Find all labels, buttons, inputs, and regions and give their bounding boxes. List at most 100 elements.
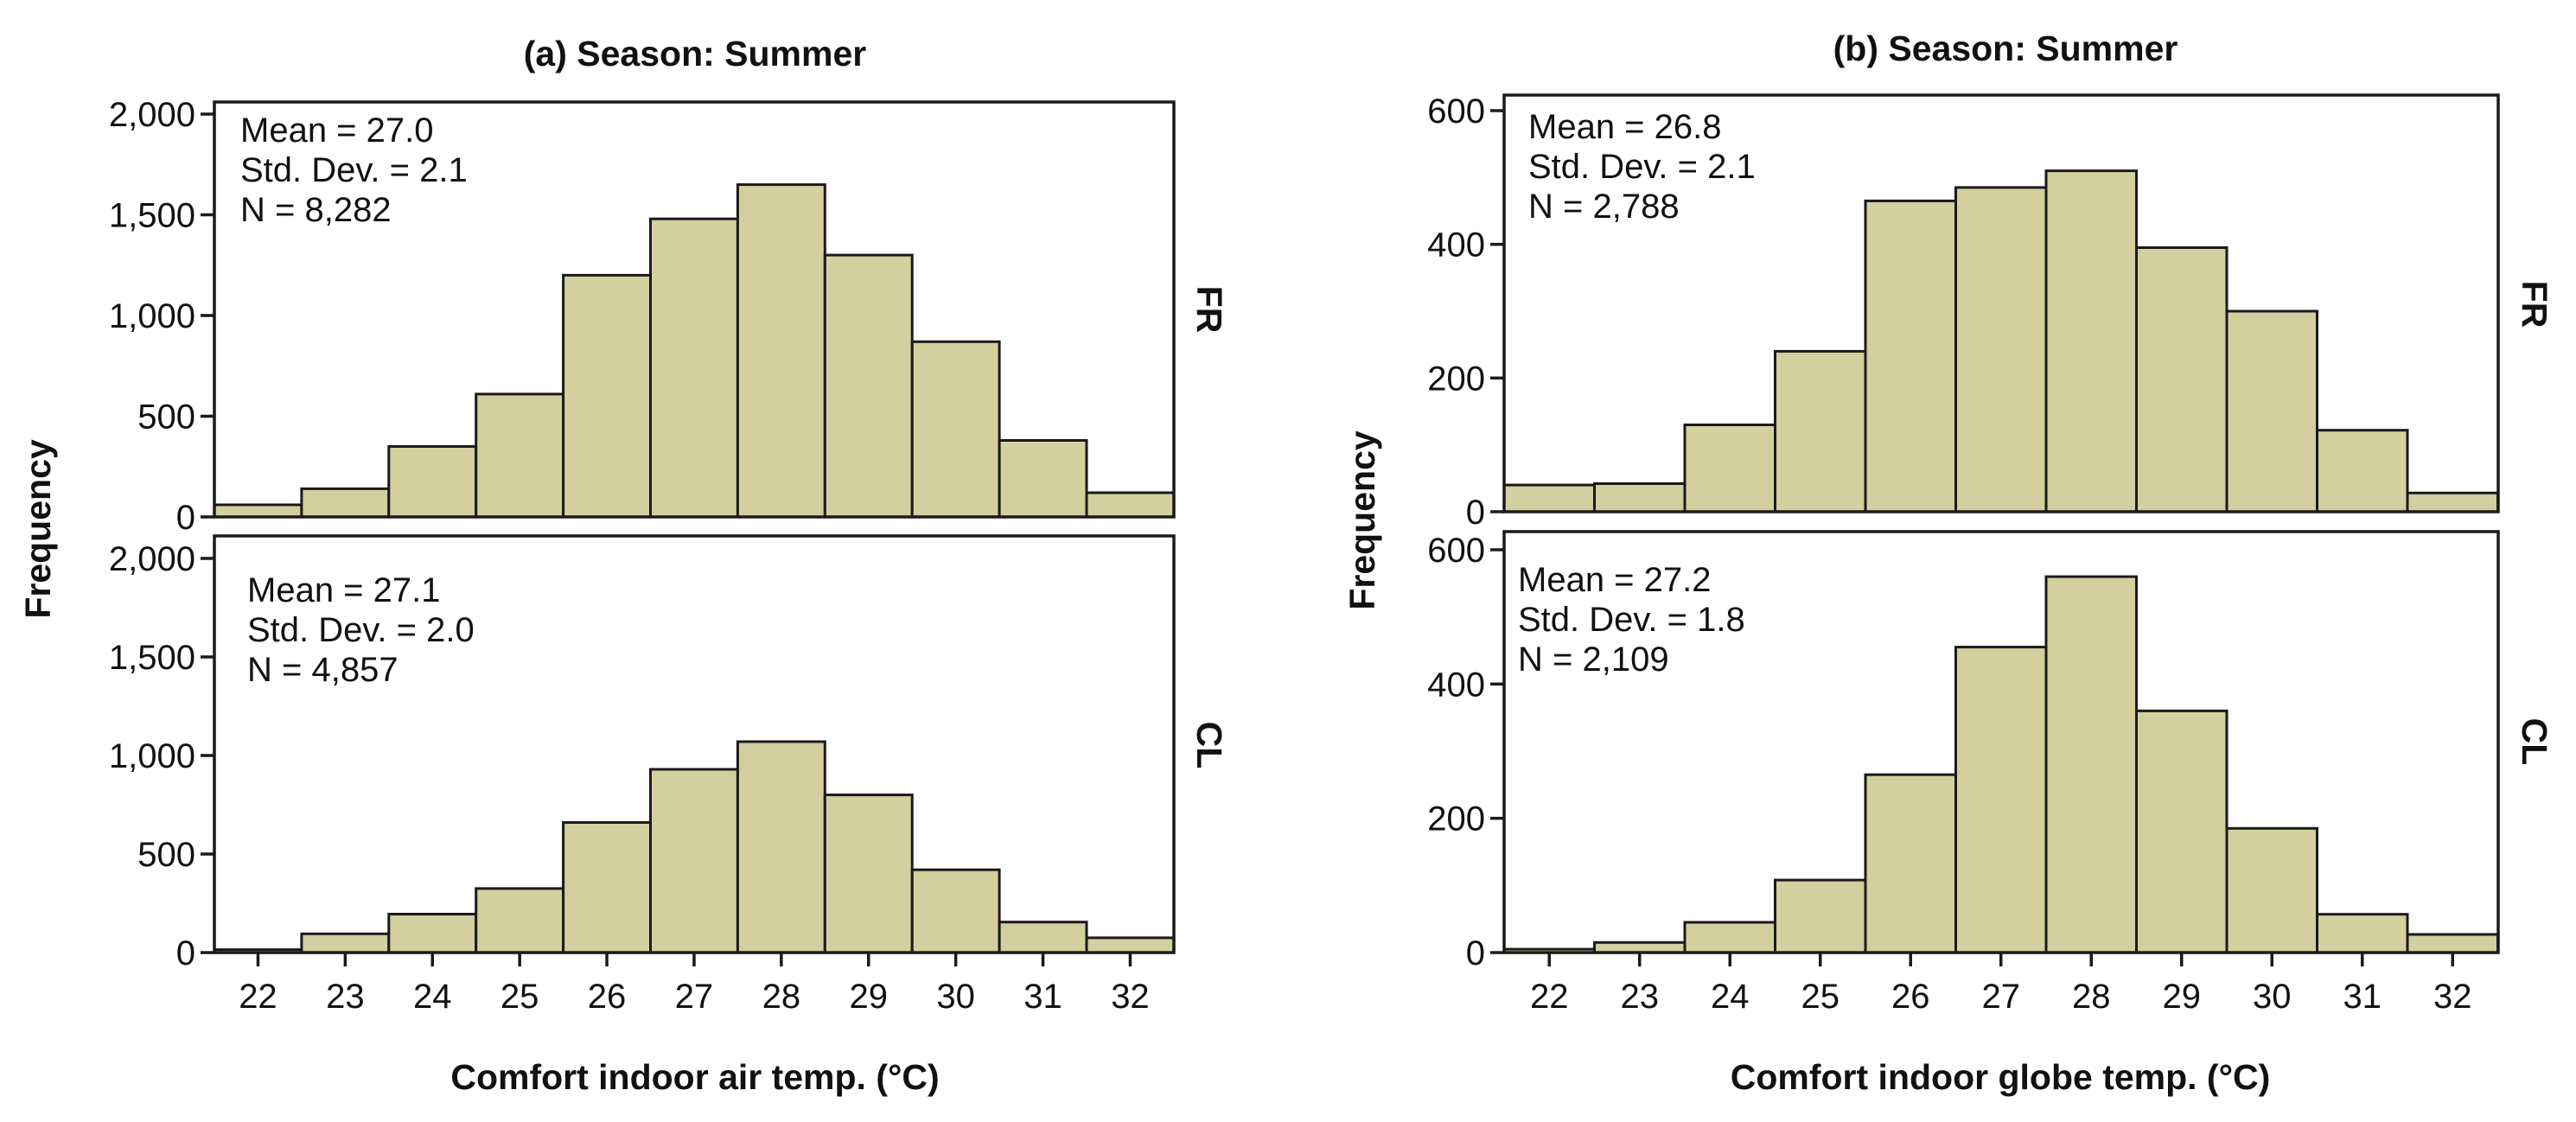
y-tick-label: 2,000 — [109, 540, 195, 578]
chart-b-panel-fr: 0 200 400 600 Mean = 26.8 Std. Dev. = 2.1 N… — [1427, 92, 2554, 532]
chart-a-cl-row-label: CL — [1189, 722, 1229, 769]
y-tick-label: 400 — [1427, 226, 1485, 265]
chart-a: (a) Season: Summer Frequency Comfort ind… — [18, 34, 1229, 1097]
x-tick-label: 31 — [2343, 978, 2382, 1016]
chart-b-y-axis-label: Frequency — [1342, 430, 1382, 610]
bar-25 — [475, 887, 565, 954]
bar-30 — [2225, 309, 2318, 513]
bar-22 — [1502, 483, 1596, 513]
bar-27 — [1954, 186, 2048, 513]
chart-a-fr-mean: Mean = 27.0 — [240, 112, 434, 150]
x-tick-label: 29 — [850, 978, 889, 1016]
y-tick-label: 1,500 — [109, 639, 195, 677]
x-tick-label: 26 — [1891, 978, 1930, 1016]
y-tick-label: 500 — [137, 398, 195, 437]
chart-a-panel-fr: 0 500 1,000 1,500 2,000 Mean = 27.0 Std. Dev… — [109, 96, 1229, 537]
chart-a-panel-fr-frame — [213, 100, 1176, 519]
chart-a-fr-std-dev: Std. Dev. = 2.1 — [240, 151, 468, 189]
chart-b-fr-row-label: FR — [2515, 281, 2554, 328]
x-tick-label: 28 — [762, 978, 801, 1016]
y-tick-label: 0 — [176, 934, 195, 972]
bar-26 — [1864, 199, 1957, 513]
y-tick-label: 400 — [1427, 666, 1485, 704]
x-tick-label: 23 — [1621, 978, 1660, 1016]
bar-28 — [736, 740, 826, 954]
x-tick-label: 26 — [588, 978, 627, 1016]
x-tick-label: 31 — [1023, 978, 1062, 1016]
bar-24 — [387, 445, 478, 519]
chart-a-panel-cl: 0 500 1,000 1,500 2,000 Mean = 27.1 Std. Dev… — [109, 534, 1229, 972]
y-tick-label: 1,000 — [109, 737, 195, 775]
bar-23 — [300, 932, 391, 954]
x-tick-label: 30 — [936, 978, 975, 1016]
bar-28 — [736, 183, 826, 519]
y-tick-label: 200 — [1427, 360, 1485, 398]
chart-a-y-axis-label: Frequency — [18, 439, 58, 619]
x-tick-label: 32 — [1111, 978, 1150, 1016]
bar-29 — [823, 253, 914, 519]
chart-b-fr-n: N = 2,788 — [1528, 188, 1680, 226]
bar-24 — [1683, 424, 1776, 513]
bar-24 — [387, 913, 478, 954]
y-tick-label: 2,000 — [109, 96, 195, 134]
x-tick-label: 25 — [1801, 978, 1840, 1016]
bar-23 — [1593, 482, 1687, 513]
bar-25 — [1774, 349, 1867, 513]
chart-a-fr-n: N = 8,282 — [240, 191, 392, 229]
x-tick-label: 24 — [1711, 978, 1750, 1016]
bar-31 — [2316, 429, 2409, 513]
chart-b-cl-row-label: CL — [2515, 718, 2554, 766]
x-tick-label: 29 — [2163, 978, 2202, 1016]
bar-29 — [823, 794, 914, 954]
bar-26 — [562, 273, 652, 519]
chart-b-fr-std-dev: Std. Dev. = 2.1 — [1528, 148, 1756, 186]
chart-a-x-axis: 22 23 24 25 26 27 28 29 30 31 32 — [239, 953, 1150, 1016]
chart-a-cl-n: N = 4,857 — [247, 651, 399, 689]
bar-32 — [1085, 491, 1176, 519]
bar-31 — [998, 921, 1088, 954]
bar-28 — [2044, 169, 2138, 513]
bar-32 — [2406, 491, 2499, 513]
chart-b-panel-cl: 0 200 400 600 Mean = 27.2 Std. Dev. = 1.8 N… — [1427, 530, 2554, 972]
y-tick-label: 1,000 — [109, 297, 195, 335]
chart-a-title: (a) Season: Summer — [524, 34, 866, 73]
bar-28 — [2044, 575, 2138, 954]
bar-27 — [649, 768, 739, 954]
y-tick-label: 200 — [1427, 800, 1485, 838]
chart-b: (b) Season: Summer Frequency Comfort ind… — [1342, 29, 2554, 1097]
bar-22 — [213, 503, 303, 519]
bar-25 — [475, 392, 565, 519]
chart-a-fr-row-label: FR — [1189, 286, 1229, 334]
y-tick-label: 0 — [1466, 494, 1485, 532]
chart-a-cl-mean: Mean = 27.1 — [247, 571, 441, 609]
x-tick-label: 27 — [1982, 978, 2021, 1016]
chart-b-panel-fr-frame — [1502, 93, 2500, 513]
bar-30 — [910, 340, 1001, 519]
x-tick-label: 22 — [1530, 978, 1569, 1016]
bar-29 — [2135, 709, 2228, 954]
x-tick-label: 32 — [2433, 978, 2472, 1016]
chart-b-title: (b) Season: Summer — [1833, 29, 2178, 68]
chart-b-x-axis-label: Comfort indoor globe temp. (°C) — [1731, 1057, 2271, 1097]
bar-29 — [2135, 246, 2228, 513]
bar-31 — [998, 439, 1088, 519]
chart-b-cl-mean: Mean = 27.2 — [1518, 561, 1712, 599]
x-tick-label: 24 — [413, 978, 452, 1016]
y-tick-label: 600 — [1427, 92, 1485, 131]
x-tick-label: 27 — [675, 978, 714, 1016]
chart-b-fr-mean: Mean = 26.8 — [1528, 108, 1722, 146]
y-tick-label: 500 — [137, 836, 195, 874]
y-tick-label: 0 — [1466, 934, 1485, 972]
bar-26 — [1864, 773, 1957, 954]
x-tick-label: 25 — [501, 978, 539, 1016]
chart-b-cl-std-dev: Std. Dev. = 1.8 — [1518, 601, 1745, 639]
bar-32 — [2406, 933, 2499, 954]
y-tick-label: 0 — [176, 499, 195, 537]
bar-23 — [1593, 940, 1687, 954]
bar-30 — [2225, 826, 2318, 954]
x-tick-label: 28 — [2072, 978, 2111, 1016]
x-tick-label: 23 — [326, 978, 365, 1016]
bar-27 — [649, 217, 739, 519]
bar-27 — [1954, 646, 2048, 954]
